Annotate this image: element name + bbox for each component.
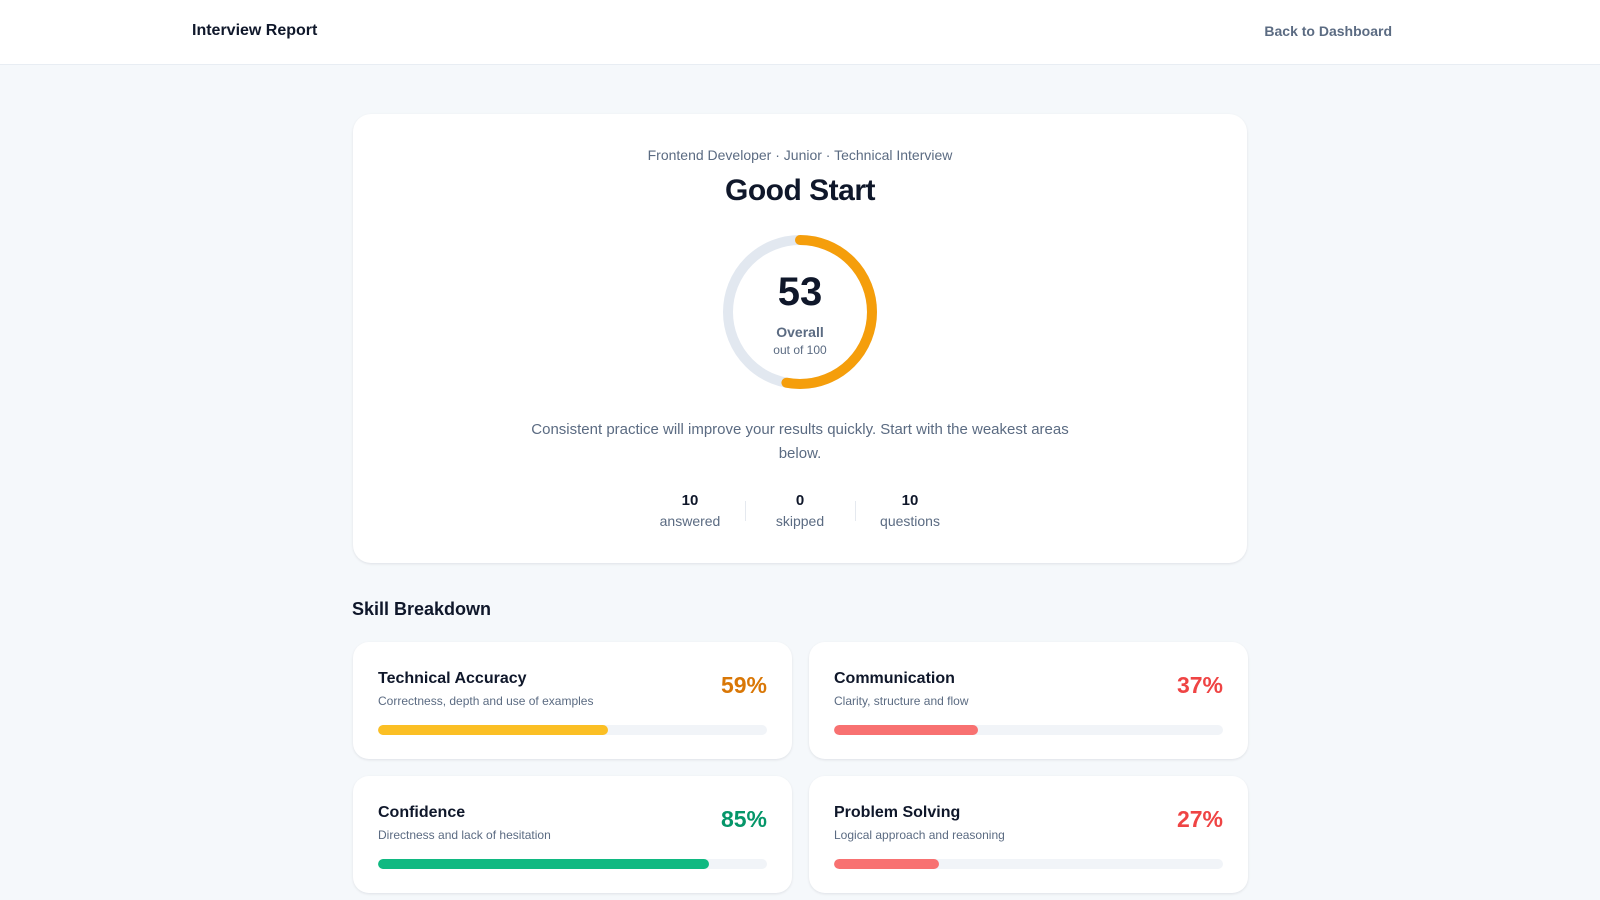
- overall-score-card: Frontend Developer · Junior · Technical …: [353, 114, 1247, 563]
- overall-label: Overall: [776, 324, 824, 340]
- stat-questions: 10 questions: [855, 491, 965, 531]
- back-to-dashboard-link[interactable]: Back to Dashboard: [1264, 23, 1392, 39]
- skill-name: Technical Accuracy: [378, 670, 527, 687]
- skill-description: Correctness, depth and use of examples: [378, 694, 594, 708]
- skill-progress-track: [378, 859, 767, 869]
- stat-skipped: 0 skipped: [745, 491, 855, 531]
- skill-name: Problem Solving: [834, 804, 961, 821]
- summary-message: Consistent practice will improve your re…: [531, 421, 1069, 462]
- stat-answered: 10 answered: [635, 491, 745, 531]
- score-ring-arc: [723, 235, 877, 389]
- stat-label: answered: [659, 513, 721, 529]
- skill-percent: 59%: [720, 672, 767, 698]
- stat-label: skipped: [775, 513, 825, 529]
- skill-card-problem-solving: Problem Solving Logical approach and rea…: [809, 776, 1248, 893]
- skill-card-technical-accuracy: Technical Accuracy Correctness, depth an…: [353, 642, 792, 759]
- stat-label: questions: [880, 513, 940, 529]
- top-bar: Interview Report Back to Dashboard: [0, 0, 1600, 65]
- skill-progress-fill: [834, 859, 940, 869]
- skill-progress-fill: [378, 725, 608, 735]
- skill-description: Logical approach and reasoning: [834, 828, 1005, 842]
- skill-breakdown-heading: Skill Breakdown: [352, 599, 492, 619]
- skill-progress-track: [378, 725, 767, 735]
- skill-name: Confidence: [378, 804, 466, 821]
- skill-percent: 37%: [1176, 672, 1223, 698]
- skill-description: Directness and lack of hesitation: [378, 828, 551, 842]
- skill-description: Clarity, structure and flow: [834, 694, 969, 708]
- skill-percent: 85%: [720, 806, 767, 832]
- skill-percent: 27%: [1176, 806, 1223, 832]
- skill-progress-track: [834, 725, 1223, 735]
- overall-score: 53: [777, 270, 823, 314]
- stat-value: 10: [681, 492, 699, 509]
- stat-value: 0: [795, 492, 805, 509]
- answer-stats: 10 answered 0 skipped 10 questions: [353, 491, 1247, 531]
- skill-card-communication: Communication Clarity, structure and flo…: [809, 642, 1248, 759]
- skill-progress-fill: [378, 859, 709, 869]
- score-ring: 53 Overall out of 100: [720, 232, 880, 392]
- stat-value: 10: [901, 492, 919, 509]
- score-ring-graphic: [723, 235, 877, 389]
- skill-name: Communication: [834, 670, 955, 687]
- page-title: Interview Report: [192, 22, 318, 39]
- verdict-heading: Good Start: [725, 174, 876, 207]
- skill-progress-fill: [834, 725, 978, 735]
- interview-meta: Frontend Developer · Junior · Technical …: [647, 147, 953, 163]
- skill-card-confidence: Confidence Directness and lack of hesita…: [353, 776, 792, 893]
- skill-progress-track: [834, 859, 1223, 869]
- score-max-label: out of 100: [773, 343, 827, 357]
